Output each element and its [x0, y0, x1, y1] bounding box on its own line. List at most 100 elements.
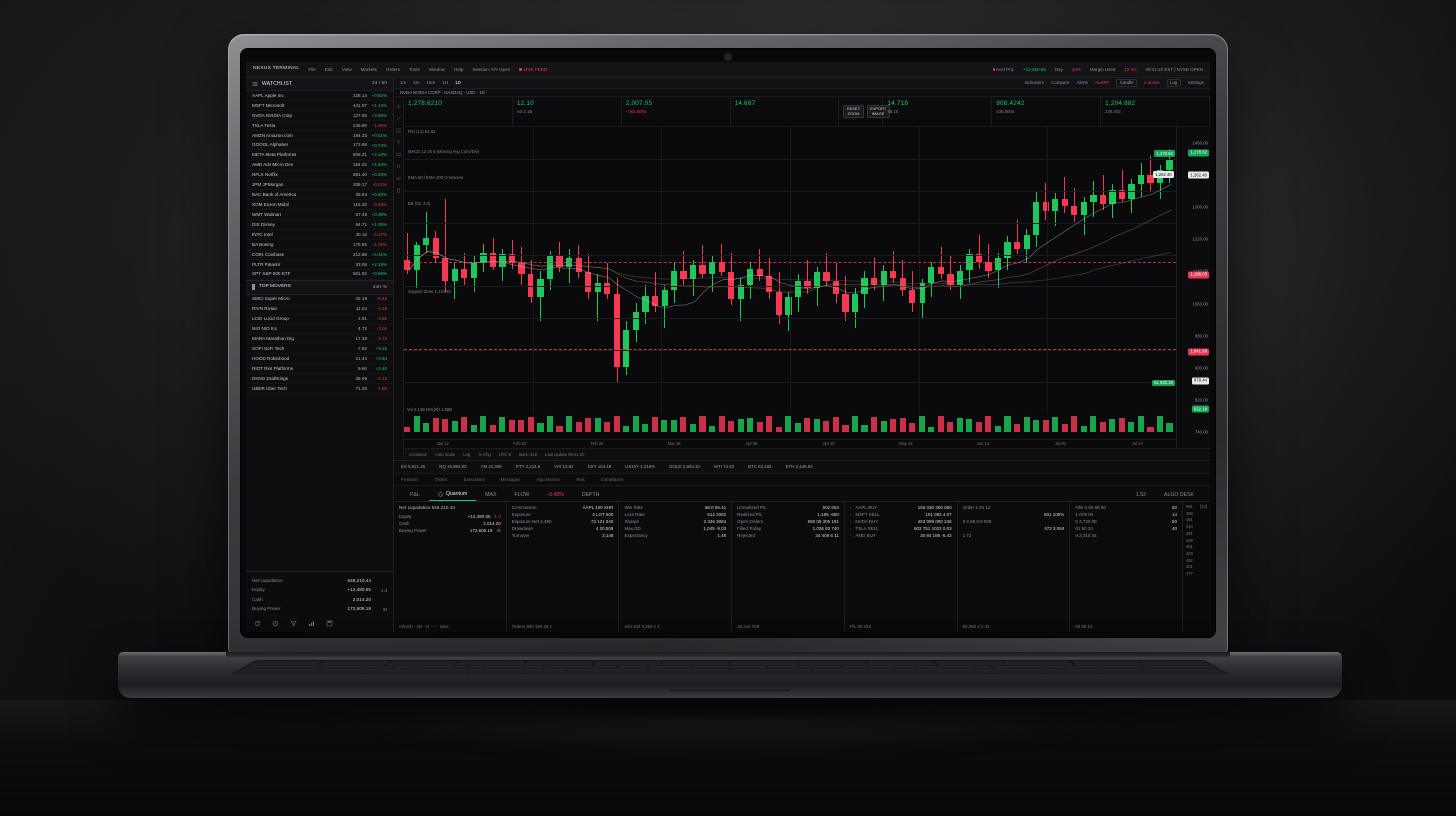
keyboard-key[interactable] [1066, 666, 1142, 668]
watchlist-row[interactable]: PLTR Palantir 33.06 +2.18% [246, 260, 393, 270]
keyboard-key[interactable] [867, 663, 936, 666]
keyboard-key[interactable] [252, 660, 323, 663]
keyboard-key[interactable] [402, 668, 485, 671]
save-icon[interactable] [326, 620, 333, 627]
subnav-item[interactable]: Risk [576, 476, 585, 482]
watchlist-row[interactable]: GOOGL Alphabet 172.68 +0.74% [246, 141, 393, 151]
keyboard-key[interactable] [1004, 663, 1074, 666]
chart-canvas[interactable]: 1,278.6210 12.10 vol 2.1B 2,007.05 - 062.509… [404, 97, 1210, 460]
keyboard-key[interactable] [893, 668, 976, 671]
keyboard-key[interactable] [1069, 660, 1139, 663]
movers-row[interactable]: SMCI Super Micro 42.18 -6.42 [246, 295, 393, 305]
keyboard-key[interactable] [662, 660, 730, 663]
fib-icon[interactable] [396, 128, 401, 133]
keyboard-key[interactable] [661, 663, 730, 666]
chart-status-item[interactable]: Log [463, 451, 471, 457]
keyboard-key[interactable] [648, 668, 730, 671]
price-axis[interactable]: 1460.001380.001300.001220.001140.001060.… [1176, 127, 1210, 448]
keyboard-key[interactable] [1141, 663, 1212, 666]
trendline-icon[interactable] [396, 116, 401, 121]
watchlist-row[interactable]: COIN Coinbase 212.88 +4.41% [246, 250, 393, 260]
indicators-button[interactable]: Indicators [1024, 80, 1044, 86]
keyboard-key[interactable] [457, 660, 526, 663]
watchlist-row[interactable]: META Meta Platforms 508.21 +2.10% [246, 151, 393, 161]
keyboard-key[interactable] [936, 663, 1005, 666]
keyboard-key[interactable] [523, 663, 593, 666]
keyboard-key[interactable] [393, 666, 469, 668]
filter-icon[interactable] [290, 620, 297, 627]
chart-status-item[interactable]: % Chg [478, 451, 491, 457]
menu-item-window[interactable]: Window [428, 66, 446, 72]
subnav-item[interactable]: Orders [434, 476, 448, 482]
keyboard-key[interactable] [799, 663, 868, 666]
keyboard-key[interactable] [618, 666, 692, 668]
chip-log[interactable]: Log [1166, 78, 1181, 88]
crosshair-icon[interactable] [396, 104, 401, 109]
keyboard-key[interactable] [1098, 671, 1227, 674]
chart-status-item[interactable]: Auto Scale [434, 451, 456, 457]
chip-candle[interactable]: Candle [1116, 78, 1138, 88]
timeframe-15m[interactable]: 15m [426, 80, 436, 86]
chart-icon[interactable] [308, 620, 315, 627]
clock-icon[interactable] [272, 620, 279, 627]
keyboard-key[interactable] [468, 666, 543, 668]
text-tool-icon[interactable] [396, 140, 401, 145]
keyboard-key[interactable] [975, 668, 1058, 671]
lower-tab[interactable]: MAX [476, 491, 505, 502]
lower-subnav[interactable]: Positions Orders Executions Messages Algo Mo… [394, 474, 1210, 486]
watchlist-rows[interactable]: AAPL Apple Inc 228.14 +0.82% MSFT Microsoft… [246, 91, 393, 280]
timeframe-1m[interactable]: 1m [400, 80, 407, 86]
keyboard-key[interactable] [525, 660, 594, 663]
lower-tab[interactable]: Quantum [428, 490, 477, 501]
lower-tab[interactable]: -0.48% [538, 491, 572, 502]
keyboard-key[interactable] [317, 663, 387, 666]
keyboard-key[interactable] [1073, 663, 1143, 666]
keyboard-key[interactable] [566, 668, 648, 671]
keyboard-key[interactable] [730, 660, 798, 663]
watchlist-row[interactable]: DIS Disney 94.71 +1.05% [246, 220, 393, 231]
keyboard-key[interactable] [730, 668, 812, 671]
chart-status-item[interactable]: Last update 09:41:20 [545, 451, 585, 457]
keyboard-key[interactable] [321, 660, 391, 663]
subnav-item[interactable]: Compliance [600, 476, 624, 482]
chart-drawing-toolbar[interactable] [394, 97, 404, 460]
menu-item-file[interactable]: File [308, 66, 316, 72]
keyboard-key[interactable] [842, 666, 917, 668]
subnav-item[interactable]: Positions [401, 476, 419, 482]
chart-mini-button[interactable]: RESET ZOOM [843, 104, 864, 119]
menu-item-view[interactable]: View [341, 66, 352, 72]
keyboard-key[interactable] [386, 663, 456, 666]
lower-tab[interactable]: DEPTH [573, 491, 609, 502]
keyboard-key[interactable] [768, 666, 842, 668]
keyboard-key[interactable] [798, 660, 866, 663]
alerts-button[interactable]: Alerts [1076, 80, 1088, 86]
keyboard-key[interactable] [360, 671, 415, 674]
magnet-icon[interactable] [396, 164, 401, 169]
lower-tab[interactable]: P&L [401, 491, 429, 502]
keyboard-key[interactable] [454, 663, 524, 666]
keyboard-key[interactable] [238, 668, 322, 671]
timeframe-1d[interactable]: 1D [455, 80, 461, 86]
keyboard-key[interactable] [934, 660, 1003, 663]
watchlist-row[interactable]: MSFT Microsoft 441.07 +1.14% [246, 101, 393, 112]
movers-row[interactable]: UBER Uber Tech 71.25 -1.90 [246, 384, 393, 394]
keyboard-key[interactable] [594, 660, 662, 663]
watchlist-row[interactable]: AAPL Apple Inc 228.14 +0.82% [246, 91, 393, 102]
watchlist-row[interactable]: AMD Adv Micro Dev 154.02 +1.63% [246, 161, 393, 171]
keyboard-key[interactable] [243, 666, 320, 668]
menu-item-help[interactable]: Help [454, 66, 464, 72]
timeframe-1h[interactable]: 1H [442, 80, 449, 86]
menu-item-markets[interactable]: Markets [360, 66, 377, 72]
keyboard-key[interactable] [1002, 660, 1071, 663]
keyboard-key[interactable] [1140, 666, 1217, 668]
keyboard-key[interactable] [233, 671, 362, 674]
watchlist-row[interactable]: AMZN Amazon.com 184.33 +0.51% [246, 131, 393, 141]
movers-row[interactable]: MARA Marathon Dig 17.38 -2.74 [246, 334, 393, 345]
subnav-item[interactable]: Messages [500, 476, 521, 482]
keyboard-key[interactable] [521, 671, 992, 674]
subnav-item[interactable]: Algo Monitor [536, 476, 561, 482]
keyboard-key[interactable] [414, 671, 469, 674]
keyboard-key[interactable] [543, 666, 618, 668]
keyboard-key[interactable] [812, 668, 894, 671]
watchlist-row[interactable]: NFLX Netflix 681.40 +0.33% [246, 171, 393, 181]
